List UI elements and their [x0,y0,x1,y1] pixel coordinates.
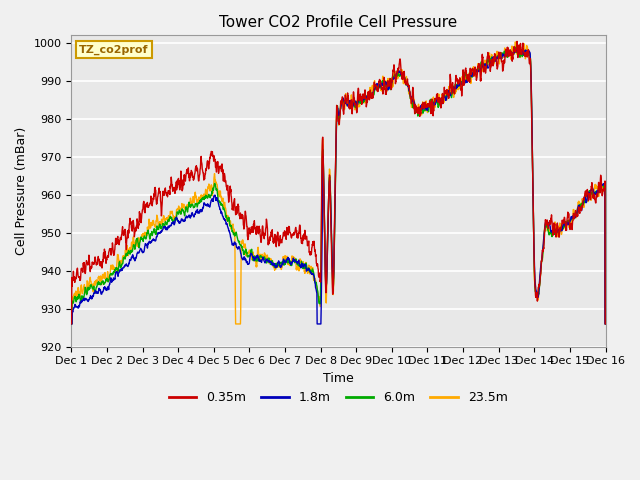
Legend: 0.35m, 1.8m, 6.0m, 23.5m: 0.35m, 1.8m, 6.0m, 23.5m [164,386,513,409]
Title: Tower CO2 Profile Cell Pressure: Tower CO2 Profile Cell Pressure [220,15,458,30]
Text: TZ_co2prof: TZ_co2prof [79,45,148,55]
Y-axis label: Cell Pressure (mBar): Cell Pressure (mBar) [15,127,28,255]
X-axis label: Time: Time [323,372,354,385]
